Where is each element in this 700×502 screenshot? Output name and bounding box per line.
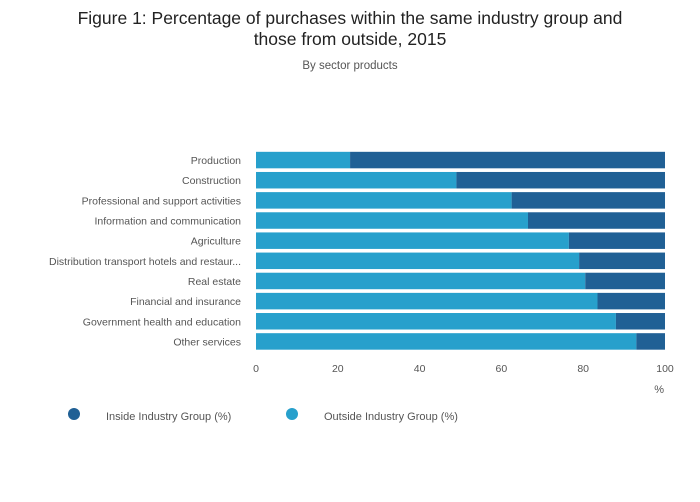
legend[interactable]: Inside Industry Group (%) Outside Industr… (68, 408, 458, 423)
bar-outside-8[interactable] (256, 313, 616, 330)
x-tick-label: 100 (656, 363, 674, 375)
bar-outside-3[interactable] (256, 212, 528, 229)
x-tick-label: 80 (577, 363, 589, 375)
bar-outside-1[interactable] (256, 171, 457, 189)
chart-title-line-2: those from outside, 2015 (254, 29, 447, 49)
legend-label[interactable]: Inside Industry Group (%) (106, 411, 231, 423)
bar-outside-6[interactable] (256, 272, 586, 290)
x-tick-label: 40 (414, 363, 426, 375)
bar-inside-0[interactable] (350, 151, 665, 169)
category-label: Distribution transport hotels and restau… (49, 256, 241, 268)
bar-outside-0[interactable] (256, 151, 351, 169)
x-axis-label: % (654, 384, 664, 396)
legend-marker (286, 408, 298, 420)
category-label: Information and communication (95, 216, 242, 228)
x-axis: 0 20 40 60 80 100 (253, 363, 674, 375)
category-label: Government health and education (83, 316, 241, 328)
category-label: Agriculture (191, 236, 241, 248)
category-label: Professional and support activities (82, 195, 241, 207)
bar-inside-3[interactable] (527, 212, 665, 229)
x-tick-label: 20 (332, 363, 344, 375)
x-tick-label: 60 (496, 363, 508, 375)
plot-area (256, 151, 666, 350)
bar-outside-4[interactable] (256, 232, 569, 249)
bar-inside-7[interactable] (597, 292, 665, 310)
bar-outside-9[interactable] (256, 333, 637, 350)
chart-subtitle: By sector products (302, 60, 397, 72)
bar-inside-6[interactable] (585, 272, 665, 290)
bar-inside-9[interactable] (636, 333, 665, 350)
bar-inside-4[interactable] (568, 232, 665, 249)
legend-marker (68, 408, 80, 420)
x-tick-label: 0 (253, 363, 259, 375)
category-labels: Production Construction Professional and s… (49, 155, 241, 348)
legend-label[interactable]: Outside Industry Group (%) (324, 411, 458, 423)
bar-inside-5[interactable] (579, 252, 665, 270)
bar-outside-2[interactable] (256, 192, 512, 209)
bar-inside-8[interactable] (615, 313, 665, 330)
category-label: Construction (182, 175, 241, 187)
bar-inside-1[interactable] (456, 171, 665, 189)
bar-inside-2[interactable] (511, 192, 666, 209)
chart-title-line-1: Figure 1: Percentage of purchases within… (78, 8, 623, 28)
category-label: Financial and insurance (130, 296, 241, 308)
category-label: Production (191, 155, 241, 167)
category-label: Real estate (188, 276, 241, 288)
bar-outside-5[interactable] (256, 252, 580, 270)
category-label: Other services (173, 336, 241, 348)
bar-outside-7[interactable] (256, 292, 598, 310)
